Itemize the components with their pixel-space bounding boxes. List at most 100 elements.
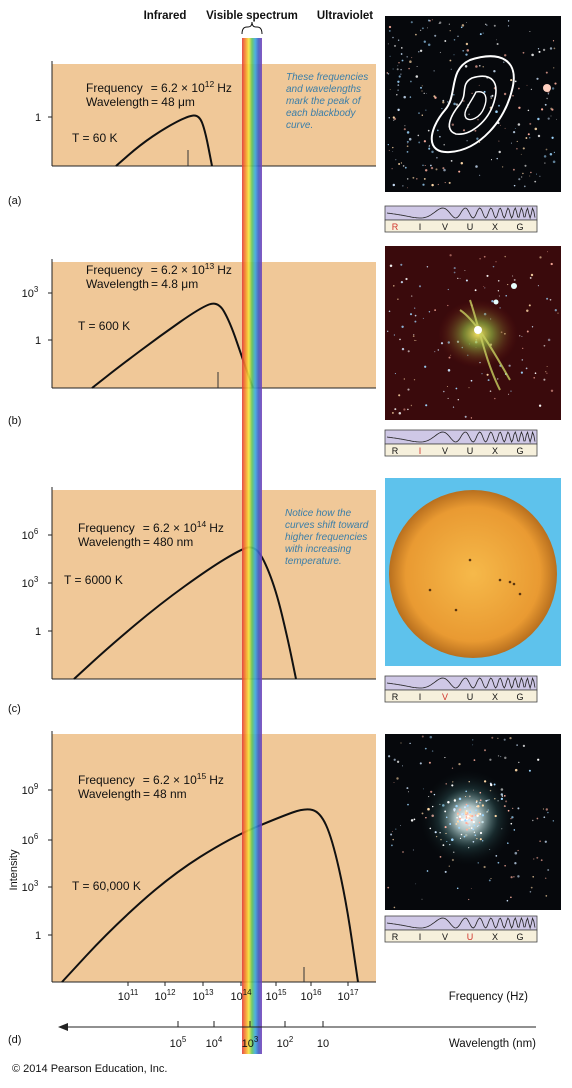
band-letter-box: [384, 443, 538, 457]
star: [510, 142, 512, 144]
star: [416, 65, 418, 68]
star: [399, 338, 401, 341]
sunspot: [468, 558, 472, 562]
star: [442, 99, 445, 102]
wavelength-value: = 480 nm: [143, 535, 193, 549]
star: [546, 297, 549, 300]
wavelength-tick-label-base: 10: [277, 1038, 289, 1050]
cluster-star: [510, 822, 513, 825]
y-tick-label: 103: [22, 285, 39, 300]
star: [421, 90, 423, 92]
star: [451, 123, 455, 126]
star: [443, 143, 445, 146]
star: [500, 756, 502, 758]
star: [501, 166, 504, 168]
cluster-star: [458, 826, 461, 829]
infrared-label: Infrared: [144, 10, 187, 22]
band-letter-I: I: [419, 446, 422, 456]
cluster-star: [459, 837, 462, 840]
star: [553, 151, 556, 154]
cluster-star: [449, 823, 452, 825]
star: [470, 379, 473, 382]
star: [431, 183, 434, 187]
star: [461, 24, 465, 27]
cluster-star: [470, 827, 473, 829]
star: [406, 56, 408, 58]
star: [397, 65, 399, 67]
star: [428, 761, 431, 764]
star: [517, 849, 519, 852]
frequency-tick-label-base: 10: [337, 991, 349, 1003]
star: [450, 68, 452, 70]
frequency-tick-label: 1016: [300, 988, 322, 1003]
star: [434, 34, 437, 37]
star: [496, 39, 498, 41]
star: [396, 777, 399, 780]
star: [428, 144, 430, 146]
star: [536, 77, 539, 80]
star: [489, 758, 492, 761]
image-background: [385, 16, 561, 192]
cluster-star: [458, 797, 462, 801]
sunspot: [508, 580, 512, 584]
star: [410, 21, 413, 24]
star: [402, 185, 404, 187]
star: [393, 119, 395, 121]
star: [453, 39, 456, 41]
star: [464, 270, 466, 271]
star: [409, 96, 412, 98]
cluster-star: [510, 818, 512, 820]
star: [517, 807, 520, 810]
star: [426, 92, 427, 94]
star: [549, 47, 553, 50]
cluster-star: [481, 804, 484, 807]
star: [530, 886, 533, 889]
panel-letter: (c): [8, 703, 21, 715]
y-tick-label: 103: [22, 879, 39, 894]
nebula-filament: [459, 299, 511, 391]
cluster-star: [477, 805, 480, 808]
visible-spectrum-label: Visible spectrum: [206, 10, 298, 22]
star: [422, 317, 424, 319]
y-tick-label-base: 10: [22, 882, 34, 894]
star: [497, 279, 500, 282]
star: [539, 840, 541, 842]
y-tick-label-base: 10: [22, 785, 34, 797]
star: [468, 387, 470, 389]
star: [529, 137, 531, 139]
star: [392, 146, 394, 149]
star: [504, 756, 507, 760]
star: [496, 378, 499, 380]
note-line: Notice how the: [285, 508, 352, 519]
star: [431, 19, 433, 21]
frequency-label: Frequency: [78, 773, 135, 787]
star: [554, 309, 557, 312]
cluster-star: [466, 804, 469, 807]
star: [422, 788, 424, 790]
star: [540, 108, 544, 111]
star: [414, 320, 417, 323]
star: [552, 820, 554, 822]
cluster-star: [467, 817, 469, 819]
panel-image-cluster: [385, 734, 561, 910]
cluster-star: [501, 795, 504, 797]
wavelength-tick-label-base: 10: [317, 1038, 329, 1050]
star: [444, 757, 446, 759]
star: [529, 31, 531, 33]
star: [447, 304, 449, 307]
frequency-tick-label: 1014: [230, 988, 252, 1003]
cluster-star: [445, 783, 447, 785]
star: [444, 870, 447, 873]
cluster-star: [461, 813, 464, 816]
band-letter-I: I: [419, 222, 422, 232]
star: [545, 808, 548, 811]
note-line: curves shift toward: [285, 520, 369, 531]
star: [495, 261, 497, 263]
star: [513, 184, 516, 187]
wavelength-label: Wavelength: [78, 787, 141, 801]
star: [401, 765, 404, 767]
star: [542, 48, 546, 52]
frequency-tick-label-base: 10: [154, 991, 166, 1003]
frequency-tick-label-base: 10: [230, 991, 242, 1003]
star: [538, 404, 542, 407]
